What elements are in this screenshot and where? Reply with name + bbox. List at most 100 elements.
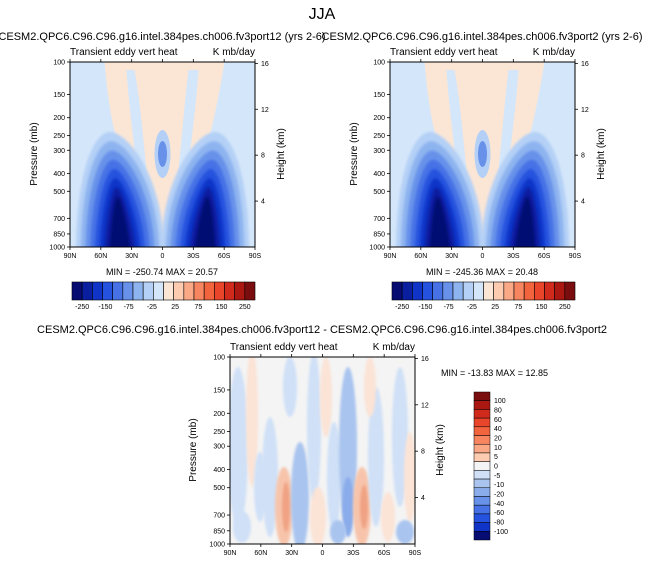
- colorbar-swatch: [473, 504, 491, 515]
- y-tick-label: 150: [53, 92, 65, 99]
- x-tick-label: 60N: [94, 253, 107, 260]
- field-title: Transient eddy vert heat: [390, 47, 498, 58]
- units-label: K mb/day: [213, 47, 255, 58]
- panel-bottom: CESM2.QPC6.C96.C96.g16.intel.384pes.ch00…: [37, 324, 607, 557]
- colorbar-swatch: [473, 461, 491, 471]
- colorbar-label: 40: [494, 426, 502, 433]
- colorbar-swatch: [473, 443, 491, 454]
- colorbar-label: -60: [494, 510, 504, 517]
- y-tick-label: 1000: [49, 245, 65, 252]
- difference-contour: [327, 422, 341, 532]
- x-tick-label: 90S: [569, 253, 582, 260]
- colorbar-swatch: [412, 281, 423, 301]
- colorbar-label: -150: [98, 304, 112, 311]
- y2-tick-label: 8: [261, 153, 265, 160]
- colorbar-swatch: [473, 487, 491, 497]
- axes: 90N 60N 30N 0 30S 60S 90S 100 150 200 250 300 400 500…: [49, 59, 269, 260]
- colorbar-swatch: [203, 281, 215, 301]
- y-tick-label: 150: [213, 387, 225, 394]
- colorbar-label: -20: [494, 491, 504, 498]
- x-tick-label: 0: [161, 253, 165, 260]
- units-label: K mb/day: [533, 47, 575, 58]
- difference-contour: [342, 477, 354, 537]
- minmax-label: MIN = -250.74 MAX = 20.57: [106, 267, 218, 277]
- y2-tick-label: 12: [581, 107, 589, 114]
- y-tick-label: 150: [373, 92, 385, 99]
- difference-contour: [381, 492, 395, 542]
- y2-tick-label: 4: [581, 199, 585, 206]
- colorbar-swatch: [473, 281, 484, 301]
- x-tick-label: 30S: [347, 550, 360, 557]
- x-tick-label: 90N: [64, 253, 77, 260]
- difference-contour: [368, 387, 384, 527]
- colorbar-label: -100: [494, 529, 508, 536]
- panel-header: CESM2.QPC6.C96.C96.g16.intel.384pes.ch00…: [0, 31, 326, 43]
- difference-contour: [392, 367, 408, 507]
- colorbar-label: -25: [147, 304, 157, 311]
- nh-jet-contour: [429, 196, 451, 247]
- y-tick-label: 100: [53, 60, 65, 67]
- y-tick-label: 1000: [369, 245, 385, 252]
- field-title: Transient eddy vert heat: [230, 342, 338, 353]
- colorbar-label: -250: [395, 304, 409, 311]
- colorbar-label: -40: [494, 501, 504, 508]
- colorbar: -250 -150 -75 -25 25 75 150 250: [391, 281, 576, 311]
- colorbar-swatch: [564, 281, 576, 301]
- colorbar: -250 -150 -75 -25 25 75 150 250: [71, 281, 256, 311]
- colorbar-label: 25: [171, 304, 179, 311]
- colorbar-swatch: [102, 281, 113, 301]
- y2-tick-label: 12: [261, 107, 269, 114]
- colorbar-swatch: [391, 281, 403, 301]
- y-tick-label: 300: [373, 148, 385, 155]
- panel-header: CESM2.QPC6.C96.C96.g16.intel.384pes.ch00…: [322, 31, 643, 43]
- colorbar-label: 60: [494, 417, 502, 424]
- y-tick-label: 850: [213, 528, 225, 535]
- difference-contour: [339, 367, 357, 527]
- minmax-label: MIN = -245.36 MAX = 20.48: [426, 267, 538, 277]
- difference-contour: [282, 482, 290, 532]
- field-title: Transient eddy vert heat: [70, 47, 178, 58]
- y-axis-label: Pressure (mb): [188, 418, 199, 481]
- nh-jet-contour: [109, 196, 131, 247]
- y-tick-label: 200: [53, 115, 65, 122]
- heatmap-field: [230, 357, 415, 544]
- y-tick-label: 500: [213, 485, 225, 492]
- x-tick-label: 0: [321, 550, 325, 557]
- colorbar-swatch: [193, 281, 205, 301]
- colorbar-swatch: [503, 281, 515, 301]
- colorbar-swatch: [554, 281, 566, 301]
- colorbar-label: 250: [239, 304, 251, 311]
- units-label: K mb/day: [373, 342, 415, 353]
- y-tick-label: 400: [213, 467, 225, 474]
- x-tick-label: 90S: [249, 253, 262, 260]
- heatmap-field: [70, 62, 255, 247]
- sh-jet-contour: [194, 196, 216, 247]
- panel-header: CESM2.QPC6.C96.C96.g16.intel.384pes.ch00…: [37, 324, 607, 336]
- difference-contour: [310, 487, 326, 544]
- difference-contour: [364, 357, 376, 417]
- x-tick-label: 30N: [125, 253, 138, 260]
- y-axis-label: Pressure (mb): [349, 122, 360, 185]
- difference-contour: [254, 452, 266, 522]
- y-tick-label: 700: [373, 216, 385, 223]
- difference-contour: [246, 357, 258, 487]
- colorbar-swatch: [473, 400, 491, 410]
- colorbar-label: 100: [494, 398, 506, 405]
- colorbar-label: -5: [494, 473, 500, 480]
- y2-tick-label: 12: [421, 402, 429, 409]
- weak-negative-region: [446, 70, 469, 192]
- difference-contour: [233, 511, 251, 543]
- colorbar-swatch: [473, 426, 491, 436]
- difference-contour: [291, 442, 309, 544]
- axes: 90N 60N 30N 0 30S 60S 90S 100 150 200 250 300 400 500…: [209, 354, 429, 557]
- axes: 90N 60N 30N 0 30S 60S 90S 100 150 200 250 300 400 500…: [369, 59, 589, 260]
- y-tick-label: 100: [373, 60, 385, 67]
- x-tick-label: 60S: [218, 253, 231, 260]
- colorbar-label: 250: [559, 304, 571, 311]
- colorbar-label: 150: [216, 304, 228, 311]
- y-tick-label: 850: [53, 231, 65, 238]
- colorbar-label: 80: [494, 408, 502, 415]
- y2-tick-label: 16: [261, 61, 269, 68]
- y2-tick-label: 4: [261, 199, 265, 206]
- colorbar-swatch: [234, 281, 246, 301]
